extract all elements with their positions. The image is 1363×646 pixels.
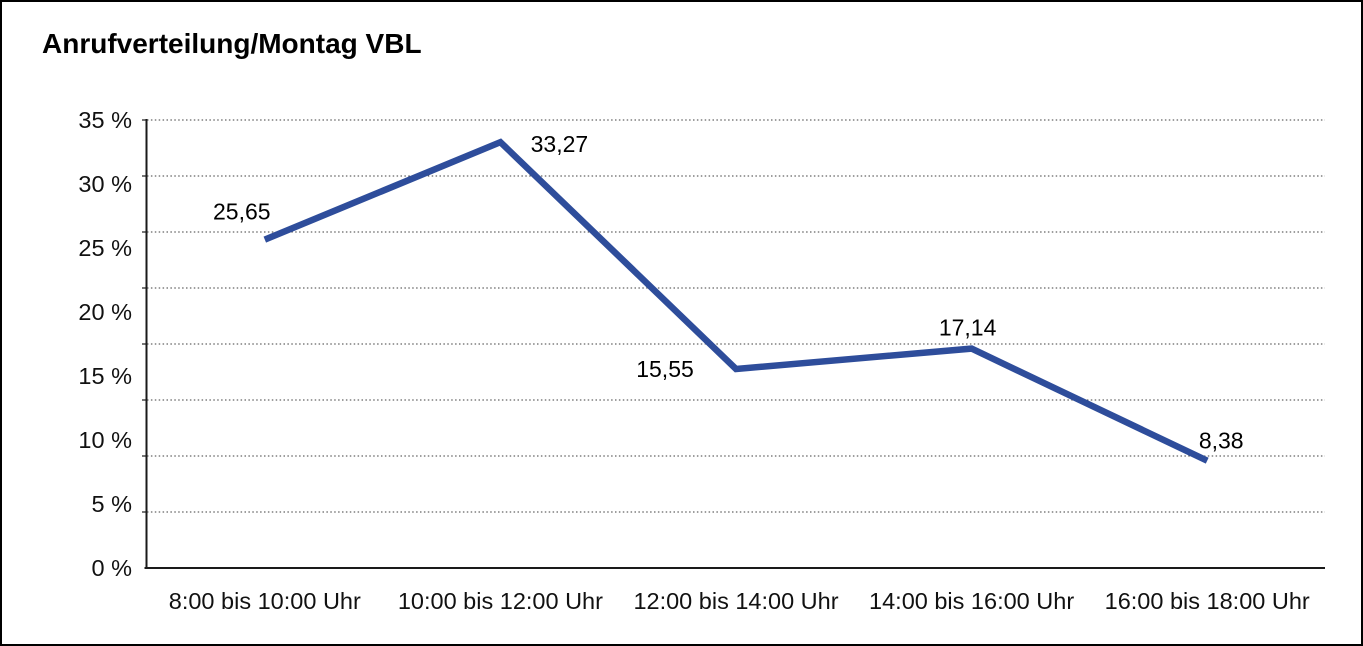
value-label: 25,65 <box>213 199 271 225</box>
x-tick-label: 10:00 bis 12:00 Uhr <box>398 588 603 614</box>
y-tick-label: 5 % <box>92 491 133 517</box>
value-label: 17,14 <box>939 315 997 341</box>
x-tick-label: 14:00 bis 16:00 Uhr <box>869 588 1074 614</box>
x-tick-label: 8:00 bis 10:00 Uhr <box>169 588 361 614</box>
y-tick-label: 20 % <box>78 299 132 325</box>
chart-title: Anrufverteilung/Montag VBL <box>42 28 422 59</box>
y-tick-label: 10 % <box>78 427 132 453</box>
y-tick-label: 15 % <box>78 363 132 389</box>
value-label: 33,27 <box>531 131 589 157</box>
value-label: 15,55 <box>636 356 694 382</box>
y-tick-label: 30 % <box>78 171 132 197</box>
data-line <box>263 138 1209 464</box>
y-tick-label: 25 % <box>78 235 132 261</box>
y-tick-label: 35 % <box>78 107 132 133</box>
y-tick-label: 0 % <box>92 555 133 581</box>
x-tick-label: 16:00 bis 18:00 Uhr <box>1105 588 1310 614</box>
x-tick-label: 12:00 bis 14:00 Uhr <box>633 588 838 614</box>
value-label: 8,38 <box>1199 428 1244 454</box>
